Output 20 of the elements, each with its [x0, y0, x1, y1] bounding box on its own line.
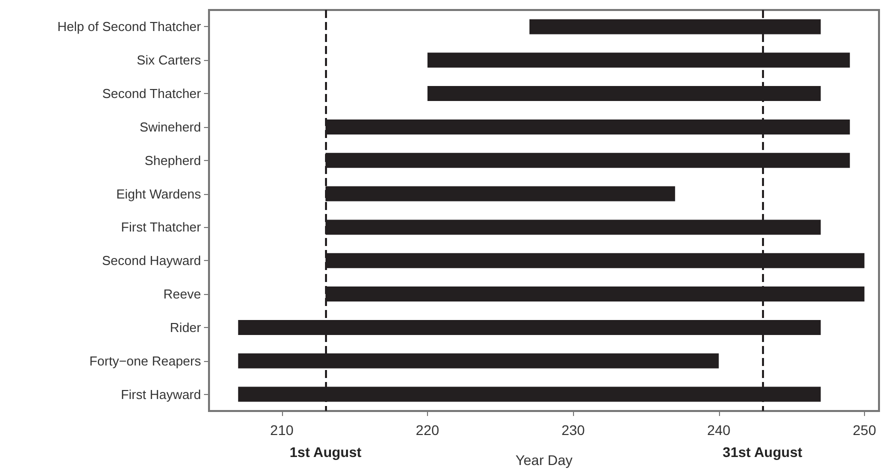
ref-line-label: 31st August — [722, 444, 803, 460]
y-tick-label: First Hayward — [120, 386, 201, 402]
x-axis-title: Year Day — [515, 452, 573, 468]
x-tick-label: 250 — [852, 422, 876, 438]
x-tick-label: 230 — [561, 422, 586, 438]
x-tick-label: 220 — [416, 422, 440, 438]
y-tick-label: Reeve — [163, 286, 201, 302]
y-tick-label: Second Hayward — [102, 253, 201, 268]
y-tick-label: Eight Wardens — [116, 186, 202, 202]
y-tick-label: Shepherd — [144, 152, 201, 168]
y-tick-label: Help of Second Thatcher — [57, 19, 202, 34]
y-tick-label: First Thatcher — [121, 220, 202, 235]
x-tick-label: 210 — [270, 422, 294, 438]
x-tick-label: 240 — [707, 422, 731, 438]
y-tick-label: Second Thatcher — [102, 86, 202, 102]
y-tick-label: Forty−one Reapers — [89, 353, 202, 368]
y-tick-label: Rider — [170, 320, 202, 335]
y-tick-label: Swineherd — [140, 119, 201, 134]
ref-line-label: 1st August — [290, 444, 362, 460]
y-tick-label: Six Carters — [136, 52, 202, 68]
